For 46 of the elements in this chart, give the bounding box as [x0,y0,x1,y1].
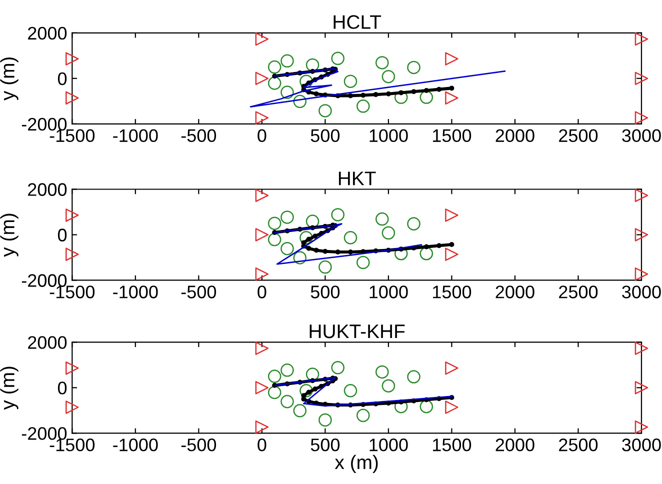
x-tick-label: 2000 [496,438,534,452]
y-tick-label: -2000 [22,427,67,440]
y-tick-label: -2000 [22,118,67,131]
x-tick-label: -1500 [50,286,95,298]
x-tick-label: 0 [258,129,266,142]
chart-title: HKT [338,172,376,186]
x-tick-label: -500 [181,129,216,142]
x-tick-label: 1500 [433,438,472,452]
x-tick-label: 0 [258,438,266,452]
y-tick-label: -2000 [22,274,67,287]
x-tick-label: 1000 [370,286,408,298]
x-tick-label: 500 [310,129,340,142]
x-tick-label: -1000 [113,438,158,452]
y-axis-title: y (m) [0,366,18,410]
x-tick-label: 2000 [496,286,534,298]
x-tick-label: -500 [181,286,216,298]
x-tick-label: -500 [181,438,216,452]
x-tick-label: -1500 [50,129,95,142]
x-tick-label: 3000 [622,286,661,298]
x-tick-label: 2500 [559,286,598,298]
x-tick-label: 2500 [559,129,598,142]
y-tick-label: 2000 [28,183,67,196]
y-tick-label: 0 [58,382,67,394]
x-tick-label: 1000 [370,129,408,142]
x-tick-label: 1500 [433,129,472,142]
x-tick-label: 1500 [433,286,472,298]
x-tick-label: 3000 [622,129,661,142]
y-axis-title: y (m) [0,57,18,100]
x-axis-title: x (m) [334,454,378,473]
x-tick-label: 500 [310,286,340,298]
y-tick-label: 2000 [28,336,67,349]
x-tick-label: 2000 [496,129,534,142]
x-tick-label: 1000 [370,438,408,452]
x-tick-label: 0 [258,286,266,298]
x-tick-label: 500 [310,438,340,452]
y-tick-label: 2000 [28,26,67,40]
y-tick-label: 0 [58,228,67,242]
x-tick-label: 2500 [559,438,598,452]
x-tick-label: 3000 [622,438,661,452]
chart-title: HCLT [334,15,382,29]
chart-title: HUKT-KHF [310,324,405,338]
x-tick-label: -1500 [50,438,95,452]
y-tick-label: 0 [58,72,67,86]
x-tick-label: -1000 [113,129,158,142]
y-axis-title: y (m) [0,214,18,257]
x-tick-label: -1000 [113,286,158,298]
